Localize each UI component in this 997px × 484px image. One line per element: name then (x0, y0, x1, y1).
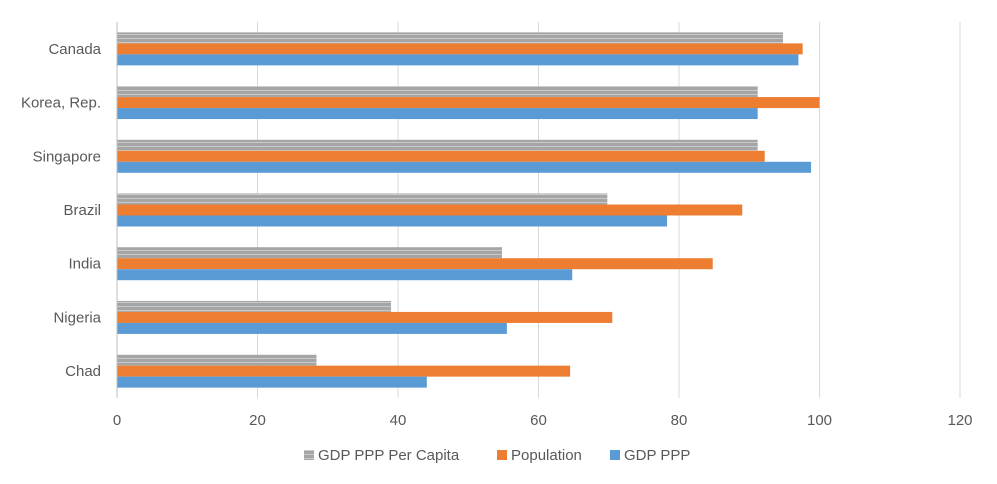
legend-swatch (304, 450, 314, 460)
x-tick-label: 120 (947, 412, 972, 429)
bar-gdp-ppp-nigeria (117, 322, 507, 334)
legend-swatch (497, 450, 507, 460)
legend: GDP PPP Per Capita Population GDP PPP (304, 447, 690, 464)
legend-label: GDP PPP Per Capita (318, 447, 460, 464)
bar-population-canada (117, 43, 803, 55)
bar-population-chad (117, 365, 571, 377)
bar-gdp-ppp-canada (117, 54, 799, 66)
bar-population-korea-rep- (117, 97, 820, 109)
x-tick-label: 0 (113, 412, 121, 429)
bar-gdp-ppp-per-capita-chad (117, 354, 317, 366)
legend-swatch (610, 450, 620, 460)
bar-gdp-ppp-per-capita-canada (117, 32, 783, 44)
x-tick-label: 100 (807, 412, 832, 429)
bar-gdp-ppp-brazil (117, 215, 668, 227)
bar-gdp-ppp-chad (117, 376, 427, 388)
bar-gdp-ppp-korea-rep- (117, 108, 758, 120)
x-tick-label: 40 (390, 412, 407, 429)
legend-label: Population (511, 447, 582, 464)
bar-gdp-ppp-per-capita-nigeria (117, 300, 391, 312)
category-label: India (68, 256, 101, 273)
bar-gdp-ppp-per-capita-india (117, 247, 502, 259)
x-tick-label: 80 (671, 412, 688, 429)
bar-population-india (117, 258, 713, 270)
legend-label: GDP PPP (624, 447, 690, 464)
category-label: Korea, Rep. (21, 95, 101, 112)
category-label: Canada (48, 41, 101, 58)
bar-population-brazil (117, 204, 743, 216)
bar-population-nigeria (117, 311, 613, 323)
x-tick-label: 60 (530, 412, 547, 429)
category-label: Chad (65, 363, 101, 380)
category-label: Brazil (63, 202, 101, 219)
bars (117, 32, 820, 388)
axes: 0 20 40 60 80 100 120 Canada Korea, Rep. Singapor… (21, 22, 973, 429)
bar-gdp-ppp-per-capita-korea-rep- (117, 86, 758, 98)
bar-gdp-ppp-singapore (117, 161, 812, 173)
bar-gdp-ppp-india (117, 269, 573, 281)
category-label: Nigeria (53, 309, 101, 326)
bar-population-singapore (117, 150, 765, 162)
bar-gdp-ppp-per-capita-brazil (117, 193, 608, 205)
bar-gdp-ppp-per-capita-singapore (117, 139, 758, 151)
category-label: Singapore (33, 148, 101, 165)
x-tick-label: 20 (249, 412, 266, 429)
